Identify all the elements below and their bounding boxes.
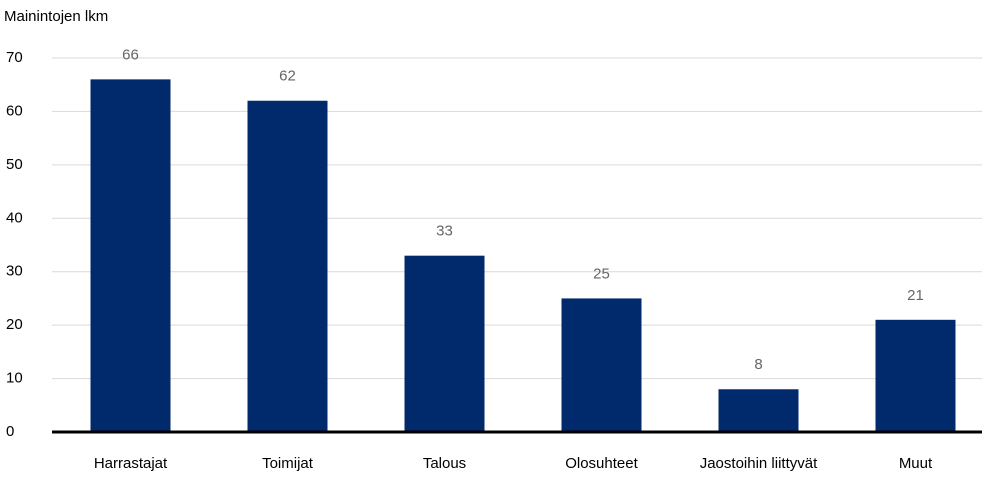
y-tick-label: 60 <box>6 102 23 119</box>
data-label: 8 <box>754 356 762 373</box>
y-tick-label: 20 <box>6 316 23 333</box>
x-tick-label: Jaostoihin liittyvät <box>700 455 818 472</box>
data-label: 66 <box>122 46 139 63</box>
y-axis-label: Mainintojen lkm <box>4 8 108 25</box>
x-tick-label: Harrastajat <box>94 455 168 472</box>
y-tick-label: 50 <box>6 156 23 173</box>
data-label: 25 <box>593 265 610 282</box>
bar <box>90 79 171 432</box>
bar <box>875 319 956 432</box>
y-tick-label: 40 <box>6 209 23 226</box>
bar <box>247 100 328 432</box>
data-label: 33 <box>436 223 453 240</box>
x-tick-label: Olosuhteet <box>565 455 638 472</box>
x-tick-label: Toimijat <box>262 455 314 472</box>
data-label: 21 <box>907 287 924 304</box>
bar <box>561 298 642 432</box>
bar <box>404 255 485 432</box>
y-tick-label: 10 <box>6 370 23 387</box>
y-tick-label: 0 <box>6 423 14 440</box>
x-tick-label: Muut <box>899 455 933 472</box>
y-tick-label: 30 <box>6 263 23 280</box>
bar <box>718 389 799 432</box>
x-tick-label: Talous <box>423 455 466 472</box>
data-label: 62 <box>279 68 296 85</box>
y-tick-label: 70 <box>6 49 23 66</box>
